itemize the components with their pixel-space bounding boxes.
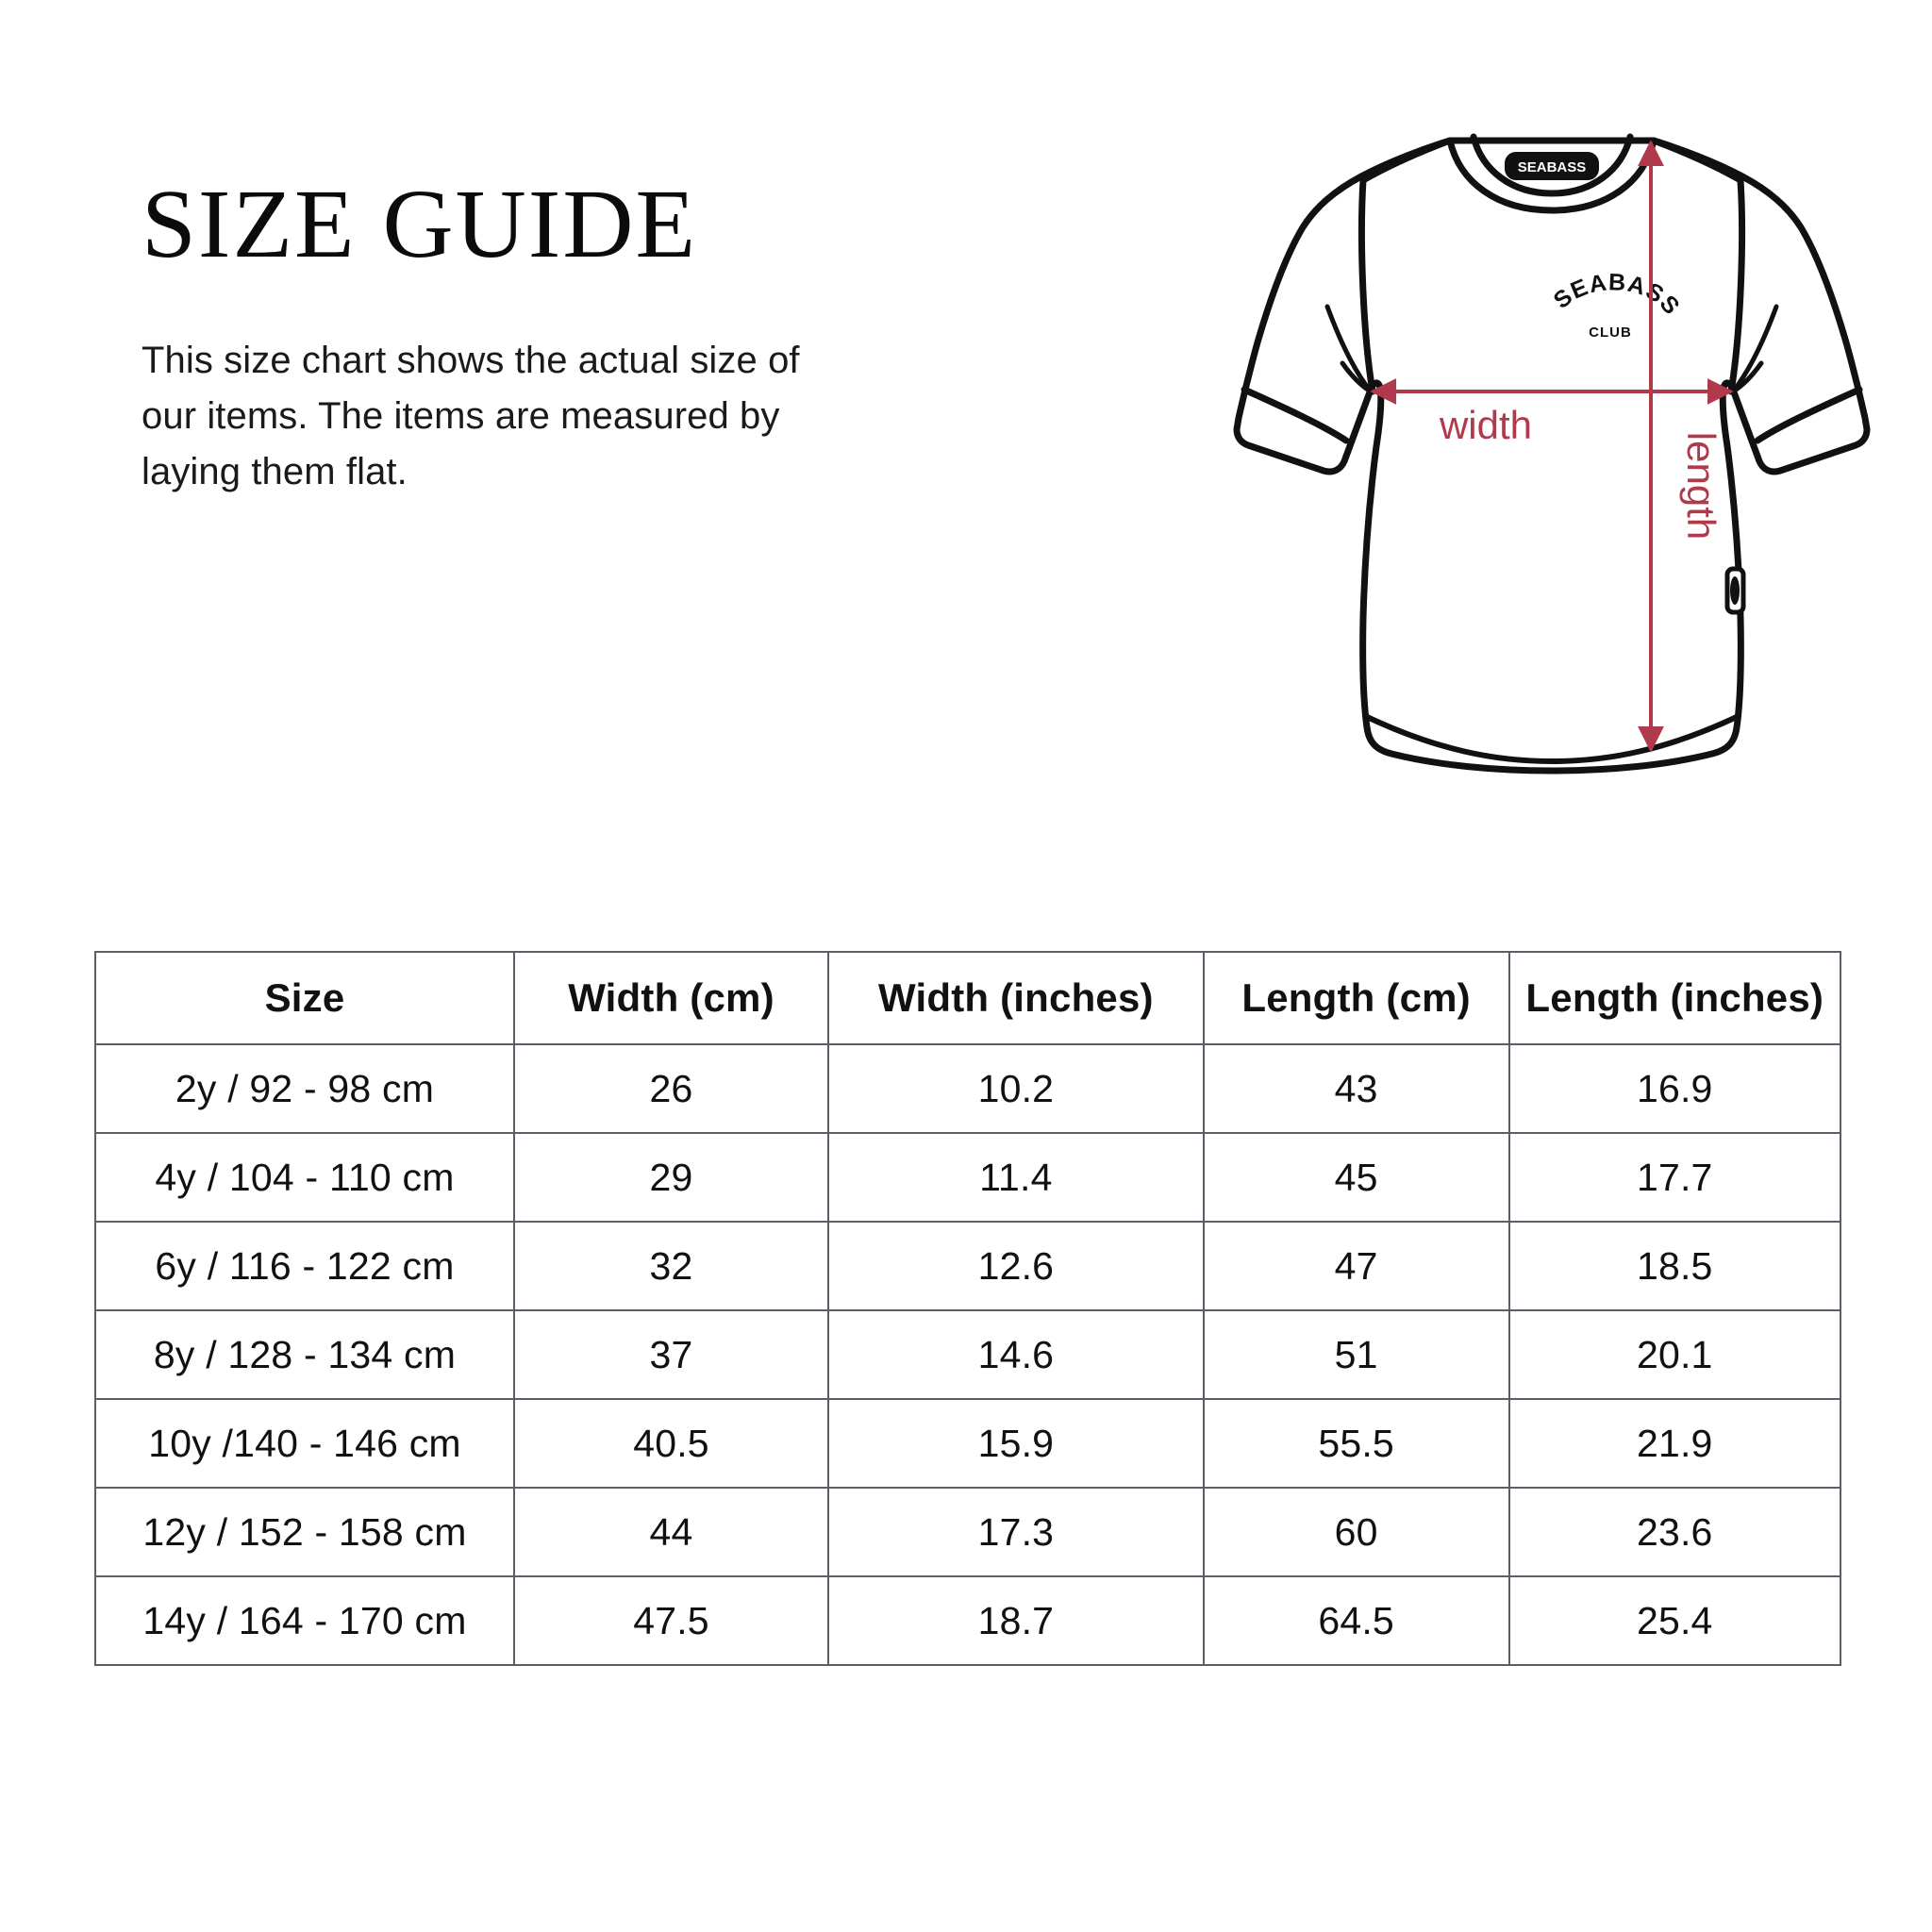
column-header-width-inches: Width (inches) (827, 951, 1205, 1045)
table-row: 12y / 152 - 158 cm 44 17.3 60 23.6 (94, 1487, 1841, 1577)
table-row: 2y / 92 - 98 cm 26 10.2 43 16.9 (94, 1043, 1841, 1134)
cell-length-inches: 17.7 (1507, 1132, 1841, 1223)
cell-length-inches: 25.4 (1507, 1575, 1841, 1666)
cell-length-inches: 18.5 (1507, 1221, 1841, 1311)
length-measure-label: length (1679, 432, 1724, 540)
cell-length-inches: 16.9 (1507, 1043, 1841, 1134)
chest-logo-primary-text: SEABASS (1549, 269, 1686, 320)
cell-size: 10y /140 - 146 cm (94, 1398, 515, 1489)
cell-size: 8y / 128 - 134 cm (94, 1309, 515, 1400)
cell-length-cm: 45 (1202, 1132, 1510, 1223)
cell-width-cm: 37 (513, 1309, 829, 1400)
cell-width-inches: 18.7 (827, 1575, 1205, 1666)
cell-width-cm: 40.5 (513, 1398, 829, 1489)
heading-block: SIZE GUIDE This size chart shows the act… (142, 170, 915, 501)
size-table: Size Width (cm) Width (inches) Length (c… (94, 951, 1841, 1666)
cell-length-cm: 55.5 (1202, 1398, 1510, 1489)
cell-size: 12y / 152 - 158 cm (94, 1487, 515, 1577)
cell-width-inches: 12.6 (827, 1221, 1205, 1311)
column-header-size: Size (94, 951, 515, 1045)
cell-size: 6y / 116 - 122 cm (94, 1221, 515, 1311)
cell-width-cm: 44 (513, 1487, 829, 1577)
cell-width-inches: 14.6 (827, 1309, 1205, 1400)
cell-size: 2y / 92 - 98 cm (94, 1043, 515, 1134)
chest-logo-secondary-text: CLUB (1589, 325, 1632, 341)
cell-width-inches: 11.4 (827, 1132, 1205, 1223)
table-row: 4y / 104 - 110 cm 29 11.4 45 17.7 (94, 1132, 1841, 1223)
chest-logo-textpath: SEABASS (1549, 269, 1685, 320)
cell-length-cm: 51 (1202, 1309, 1510, 1400)
neck-label-rect (1505, 152, 1599, 180)
table-body: 2y / 92 - 98 cm 26 10.2 43 16.9 4y / 104… (94, 1043, 1841, 1666)
width-measure-label: width (1439, 403, 1532, 447)
cell-width-cm: 47.5 (513, 1575, 829, 1666)
tshirt-cuff-left-path (1241, 386, 1350, 444)
tshirt-crease-right-b-path (1730, 360, 1764, 394)
tshirt-armhole-right-path (1727, 176, 1746, 395)
cell-length-cm: 64.5 (1202, 1575, 1510, 1666)
tshirt-crease-left-b-path (1340, 360, 1374, 394)
column-header-length-cm: Length (cm) (1202, 951, 1510, 1045)
chest-logo-group: SEABASS CLUB (1549, 269, 1686, 341)
table-row: 6y / 116 - 122 cm 32 12.6 47 18.5 (94, 1221, 1841, 1311)
table-row: 14y / 164 - 170 cm 47.5 18.7 64.5 25.4 (94, 1575, 1841, 1666)
cell-width-inches: 17.3 (827, 1487, 1205, 1577)
neck-label-logo-text: SEABASS (1518, 159, 1587, 175)
tshirt-collar-outer-path (1446, 137, 1657, 214)
cell-width-inches: 10.2 (827, 1043, 1205, 1134)
cell-width-cm: 26 (513, 1043, 829, 1134)
cell-width-inches: 15.9 (827, 1398, 1205, 1489)
cell-length-cm: 60 (1202, 1487, 1510, 1577)
cell-length-cm: 43 (1202, 1043, 1510, 1134)
tshirt-collar-inner-path (1470, 133, 1634, 197)
column-header-length-inches: Length (inches) (1507, 951, 1841, 1045)
tshirt-shoulder-seam-left-path (1359, 137, 1454, 184)
cell-length-cm: 47 (1202, 1221, 1510, 1311)
cell-length-inches: 21.9 (1507, 1398, 1841, 1489)
table-header-row: Size Width (cm) Width (inches) Length (c… (94, 951, 1841, 1045)
tshirt-shoulder-seam-right-path (1650, 137, 1744, 184)
neck-label-group: SEABASS (1505, 152, 1599, 180)
cell-length-inches: 23.6 (1507, 1487, 1841, 1577)
size-table-container: Size Width (cm) Width (inches) Length (c… (94, 951, 1841, 1666)
tshirt-crease-left-a-path (1324, 304, 1374, 394)
tshirt-illustration: SEABASS SEABASS CLUB width length (1203, 90, 1901, 835)
cell-width-cm: 29 (513, 1132, 829, 1223)
tshirt-outline-group (1233, 133, 1871, 774)
table-row: 8y / 128 - 134 cm 37 14.6 51 20.1 (94, 1309, 1841, 1400)
cell-size: 4y / 104 - 110 cm (94, 1132, 515, 1223)
tshirt-cuff-right-path (1754, 386, 1863, 444)
width-measure-group: width (1370, 378, 1734, 447)
tshirt-armhole-left-path (1357, 176, 1376, 395)
column-header-width-cm: Width (cm) (513, 951, 829, 1045)
tshirt-hem-path (1362, 713, 1741, 764)
tshirt-crease-right-a-path (1730, 304, 1779, 394)
table-row: 10y /140 - 146 cm 40.5 15.9 55.5 21.9 (94, 1398, 1841, 1489)
side-tab-logo-mark (1730, 576, 1740, 605)
length-measure-group: length (1638, 140, 1724, 753)
side-tab-group (1724, 566, 1746, 615)
cell-length-inches: 20.1 (1507, 1309, 1841, 1400)
cell-size: 14y / 164 - 170 cm (94, 1575, 515, 1666)
intro-paragraph: This size chart shows the actual size of… (142, 340, 800, 493)
tshirt-body-path (1233, 137, 1871, 774)
page-title: SIZE GUIDE (142, 170, 698, 278)
cell-width-cm: 32 (513, 1221, 829, 1311)
